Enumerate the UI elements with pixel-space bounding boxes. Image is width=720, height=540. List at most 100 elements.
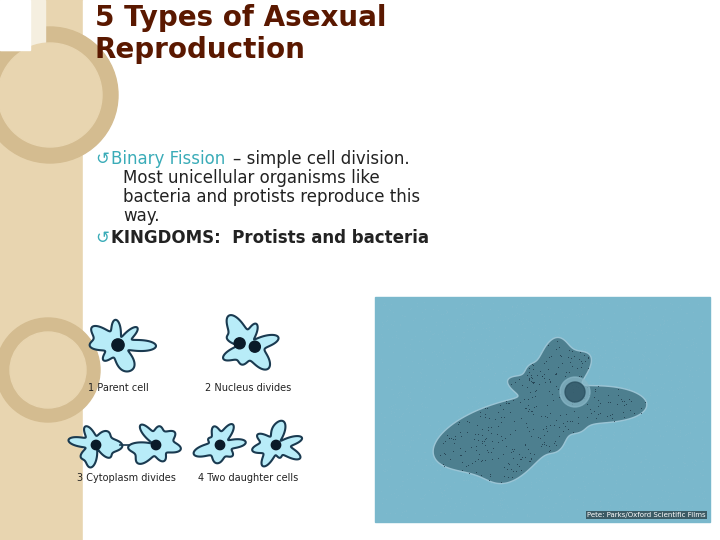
Point bbox=[603, 449, 614, 458]
Point bbox=[436, 327, 448, 336]
Point bbox=[508, 316, 520, 325]
Point bbox=[672, 403, 683, 412]
Point bbox=[642, 330, 653, 339]
Point bbox=[670, 411, 682, 420]
Point bbox=[646, 416, 657, 424]
Point bbox=[435, 346, 446, 354]
Point bbox=[468, 336, 480, 345]
Point bbox=[399, 384, 410, 393]
Point bbox=[458, 476, 469, 485]
Point bbox=[479, 455, 490, 464]
Point bbox=[579, 492, 590, 501]
Point bbox=[540, 357, 552, 366]
Point bbox=[676, 326, 688, 335]
Point bbox=[462, 461, 474, 469]
Polygon shape bbox=[90, 320, 156, 372]
Point bbox=[430, 510, 441, 519]
Point bbox=[540, 503, 552, 511]
Text: way.: way. bbox=[123, 207, 159, 225]
Point bbox=[582, 381, 593, 390]
Point bbox=[666, 472, 678, 481]
Point bbox=[658, 316, 670, 325]
Point bbox=[683, 510, 695, 519]
Point bbox=[648, 381, 660, 389]
Point bbox=[476, 424, 487, 433]
Point bbox=[521, 498, 533, 507]
Point bbox=[653, 418, 665, 427]
Point bbox=[652, 385, 663, 394]
Point bbox=[649, 413, 661, 422]
Point bbox=[420, 435, 431, 443]
Point bbox=[384, 481, 395, 490]
Point bbox=[491, 350, 503, 359]
Point bbox=[380, 509, 392, 517]
Point bbox=[589, 342, 600, 350]
Point bbox=[503, 356, 514, 365]
Point bbox=[472, 421, 483, 429]
Point bbox=[470, 446, 482, 455]
Point bbox=[688, 317, 700, 326]
Point bbox=[469, 301, 480, 309]
Point bbox=[668, 424, 680, 433]
Point bbox=[444, 434, 455, 442]
Point bbox=[384, 462, 395, 470]
Point bbox=[395, 468, 406, 477]
Point bbox=[454, 336, 466, 345]
Point bbox=[504, 316, 516, 325]
Point bbox=[651, 446, 662, 455]
Point bbox=[490, 315, 501, 324]
Point bbox=[530, 478, 541, 487]
Point bbox=[539, 321, 551, 329]
Point bbox=[456, 333, 468, 341]
Point bbox=[460, 491, 472, 500]
Point bbox=[399, 427, 410, 435]
Point bbox=[673, 383, 685, 391]
Point bbox=[465, 443, 477, 452]
Point bbox=[604, 454, 616, 463]
Point bbox=[606, 490, 617, 498]
Point bbox=[452, 486, 464, 495]
Point bbox=[471, 442, 482, 450]
Point bbox=[438, 424, 449, 433]
Point bbox=[641, 475, 652, 483]
Point bbox=[437, 504, 449, 512]
Point bbox=[426, 458, 438, 467]
Point bbox=[630, 321, 642, 329]
Point bbox=[657, 497, 669, 505]
Point bbox=[438, 378, 450, 387]
Point bbox=[662, 495, 674, 503]
Point bbox=[616, 430, 627, 438]
Point bbox=[626, 489, 637, 497]
Point bbox=[431, 466, 443, 475]
Point bbox=[647, 464, 659, 472]
Point bbox=[624, 480, 636, 489]
Point bbox=[555, 510, 567, 519]
Point bbox=[517, 319, 528, 327]
Polygon shape bbox=[433, 338, 647, 484]
Point bbox=[648, 303, 660, 312]
Point bbox=[595, 434, 607, 442]
Point bbox=[657, 320, 669, 328]
Point bbox=[420, 455, 432, 463]
Point bbox=[590, 440, 602, 448]
Point bbox=[672, 454, 684, 463]
Point bbox=[430, 317, 441, 326]
Point bbox=[419, 455, 431, 464]
Point bbox=[634, 428, 646, 436]
Point bbox=[639, 451, 651, 460]
Point bbox=[520, 315, 531, 323]
Point bbox=[456, 406, 467, 414]
Point bbox=[514, 454, 526, 463]
Point bbox=[425, 443, 436, 451]
Point bbox=[624, 356, 635, 364]
Point bbox=[404, 474, 415, 483]
Point bbox=[601, 470, 613, 478]
Point bbox=[446, 400, 458, 409]
Point bbox=[662, 462, 673, 471]
Point bbox=[590, 509, 601, 517]
Point bbox=[536, 310, 547, 319]
Point bbox=[379, 467, 391, 476]
Point bbox=[439, 355, 451, 363]
Point bbox=[539, 455, 551, 463]
Point bbox=[556, 359, 567, 368]
